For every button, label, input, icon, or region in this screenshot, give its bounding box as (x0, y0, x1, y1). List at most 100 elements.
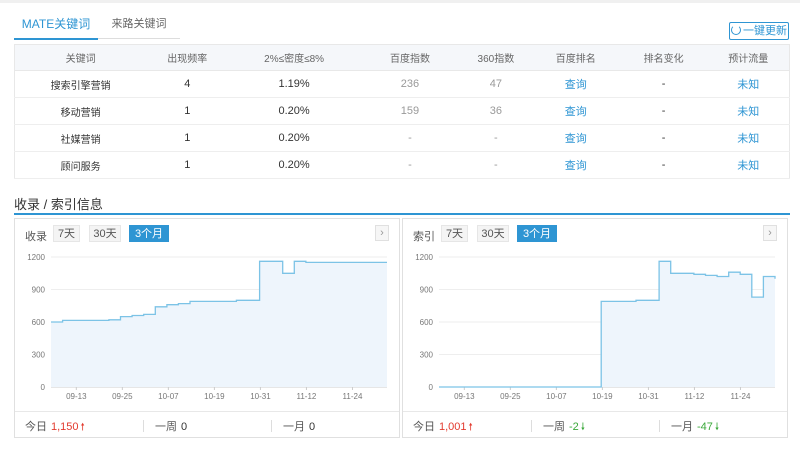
table-row: 移动营销 1 0.20% 159 36 查询 - 未知 (14, 97, 790, 125)
section-divider (14, 213, 790, 215)
col-keyword: 关键词 (14, 44, 147, 71)
baidu-rank-query-link[interactable]: 查询 (531, 124, 620, 152)
indexed-chart: 0 300 600 900 1200 09-13 09-25 10-07 10-19 10-31 1… (27, 253, 387, 401)
rank-change-cell: - (619, 151, 708, 179)
col-baidu-rank: 百度排名 (531, 44, 620, 71)
arrow-down-icon: 🠗 (580, 422, 586, 433)
x-tick-label: 10-31 (250, 392, 271, 401)
range-7d-button[interactable]: 7天 (441, 225, 468, 242)
baidu-index-cell: - (360, 124, 460, 152)
frequency-cell: 1 (146, 151, 229, 179)
today-stat: 今日 1,001 🠕 (413, 418, 473, 437)
table-row: 顾问服务 1 0.20% - - 查询 - 未知 (14, 151, 790, 179)
table-row: 搜索引擎营销 4 1.19% 236 47 查询 - 未知 (14, 70, 790, 98)
next-chevron-icon[interactable]: › (375, 225, 389, 241)
refresh-label: 一键更新 (743, 25, 787, 37)
x-tick-label: 11-24 (731, 392, 751, 401)
y-tick-label: 1200 (415, 253, 433, 262)
keyword-cell: 移动营销 (14, 97, 147, 125)
today-value: 1,001 (439, 421, 467, 433)
y-tick-label: 1200 (27, 253, 45, 262)
index-360-cell: - (459, 124, 532, 152)
x-tick-label: 11-12 (297, 392, 317, 401)
range-3m-button[interactable]: 3个月 (517, 225, 557, 242)
month-value: 0 (309, 421, 316, 433)
table-header-row: 关键词 出现频率 2%≤密度≤8% 百度指数 360指数 百度排名 排名变化 预… (14, 44, 790, 71)
month-stat: 一月 -47 🠗 (671, 418, 719, 437)
baidu-rank-query-link[interactable]: 查询 (531, 151, 620, 179)
keyword-cell: 社媒营销 (14, 124, 147, 152)
range-3m-button[interactable]: 3个月 (129, 225, 169, 242)
stat-separator (659, 420, 660, 432)
y-tick-label: 900 (420, 286, 434, 295)
baidu-index-cell: 236 (360, 70, 460, 98)
series-area (439, 261, 775, 387)
index-chart: 0 300 600 900 1200 09-13 09-25 10-07 10-19 10-31 1… (415, 253, 776, 401)
tab-mate-keywords[interactable]: MATE关键词 (14, 12, 98, 40)
stat-separator (531, 420, 532, 432)
table-row: 社媒营销 1 0.20% - - 查询 - 未知 (14, 124, 790, 152)
y-tick-label: 600 (420, 318, 434, 327)
baidu-rank-query-link[interactable]: 查询 (531, 97, 620, 125)
x-tick-label: 10-19 (592, 392, 613, 401)
est-traffic-link[interactable]: 未知 (707, 124, 790, 152)
y-tick-label: 0 (41, 383, 46, 392)
indexed-stats: 今日 1,150 🠕 一周 0 一月 0 (15, 411, 399, 438)
keyword-cell: 搜索引擎营销 (14, 70, 147, 98)
keyword-tabs: MATE关键词 来路关键词 (14, 12, 790, 40)
x-tick-label: 09-25 (112, 392, 133, 401)
top-divider (0, 0, 800, 3)
est-traffic-link[interactable]: 未知 (707, 97, 790, 125)
rank-change-cell: - (619, 124, 708, 152)
col-density: 2%≤密度≤8% (228, 44, 361, 71)
rank-change-cell: - (619, 97, 708, 125)
stat-separator (143, 420, 144, 432)
arrow-down-icon: 🠗 (714, 422, 720, 433)
y-tick-label: 0 (429, 383, 434, 392)
est-traffic-link[interactable]: 未知 (707, 70, 790, 98)
week-value: -2 (569, 421, 579, 433)
baidu-rank-query-link[interactable]: 查询 (531, 70, 620, 98)
index-stats: 今日 1,001 🠕 一周 -2 🠗 一月 -47 🠗 (403, 411, 787, 438)
today-value: 1,150 (51, 421, 79, 433)
baidu-index-cell: 159 (360, 97, 460, 125)
density-cell: 0.20% (228, 124, 361, 152)
week-label: 一周 (155, 421, 177, 433)
week-stat: 一周 0 (155, 418, 187, 434)
density-cell: 0.20% (228, 97, 361, 125)
today-label: 今日 (25, 421, 47, 433)
series-area (51, 261, 387, 387)
x-tick-label: 09-13 (454, 392, 475, 401)
col-rank-change: 排名变化 (619, 44, 708, 71)
section-title: 收录 / 索引信息 (14, 197, 103, 212)
est-traffic-link[interactable]: 未知 (707, 151, 790, 179)
x-tick-label: 10-07 (158, 392, 179, 401)
next-chevron-icon[interactable]: › (763, 225, 777, 241)
index-360-cell: 36 (459, 97, 532, 125)
stat-separator (271, 420, 272, 432)
y-tick-label: 300 (32, 351, 46, 360)
range-7d-button[interactable]: 7天 (53, 225, 80, 242)
col-frequency: 出现频率 (146, 44, 229, 71)
month-stat: 一月 0 (283, 418, 315, 434)
col-360-index: 360指数 (459, 44, 532, 71)
arrow-up-icon: 🠕 (80, 422, 85, 433)
range-30d-button[interactable]: 30天 (477, 225, 509, 242)
series-line (439, 260, 776, 388)
tab-source-keywords[interactable]: 来路关键词 (98, 12, 180, 39)
refresh-icon (731, 25, 741, 35)
range-30d-button[interactable]: 30天 (89, 225, 121, 242)
today-stat: 今日 1,150 🠕 (25, 418, 85, 437)
week-stat: 一周 -2 🠗 (543, 418, 585, 437)
y-tick-label: 900 (32, 286, 46, 295)
y-tick-label: 300 (420, 351, 434, 360)
keyword-cell: 顾问服务 (14, 151, 147, 179)
today-label: 今日 (413, 421, 435, 433)
col-est-traffic: 预计流量 (707, 44, 790, 71)
one-click-refresh-button[interactable]: 一键更新 (729, 22, 789, 40)
y-tick-label: 600 (32, 318, 46, 327)
x-tick-label: 10-31 (638, 392, 659, 401)
week-label: 一周 (543, 421, 565, 433)
index-360-cell: - (459, 151, 532, 179)
x-tick-label: 10-19 (204, 392, 225, 401)
